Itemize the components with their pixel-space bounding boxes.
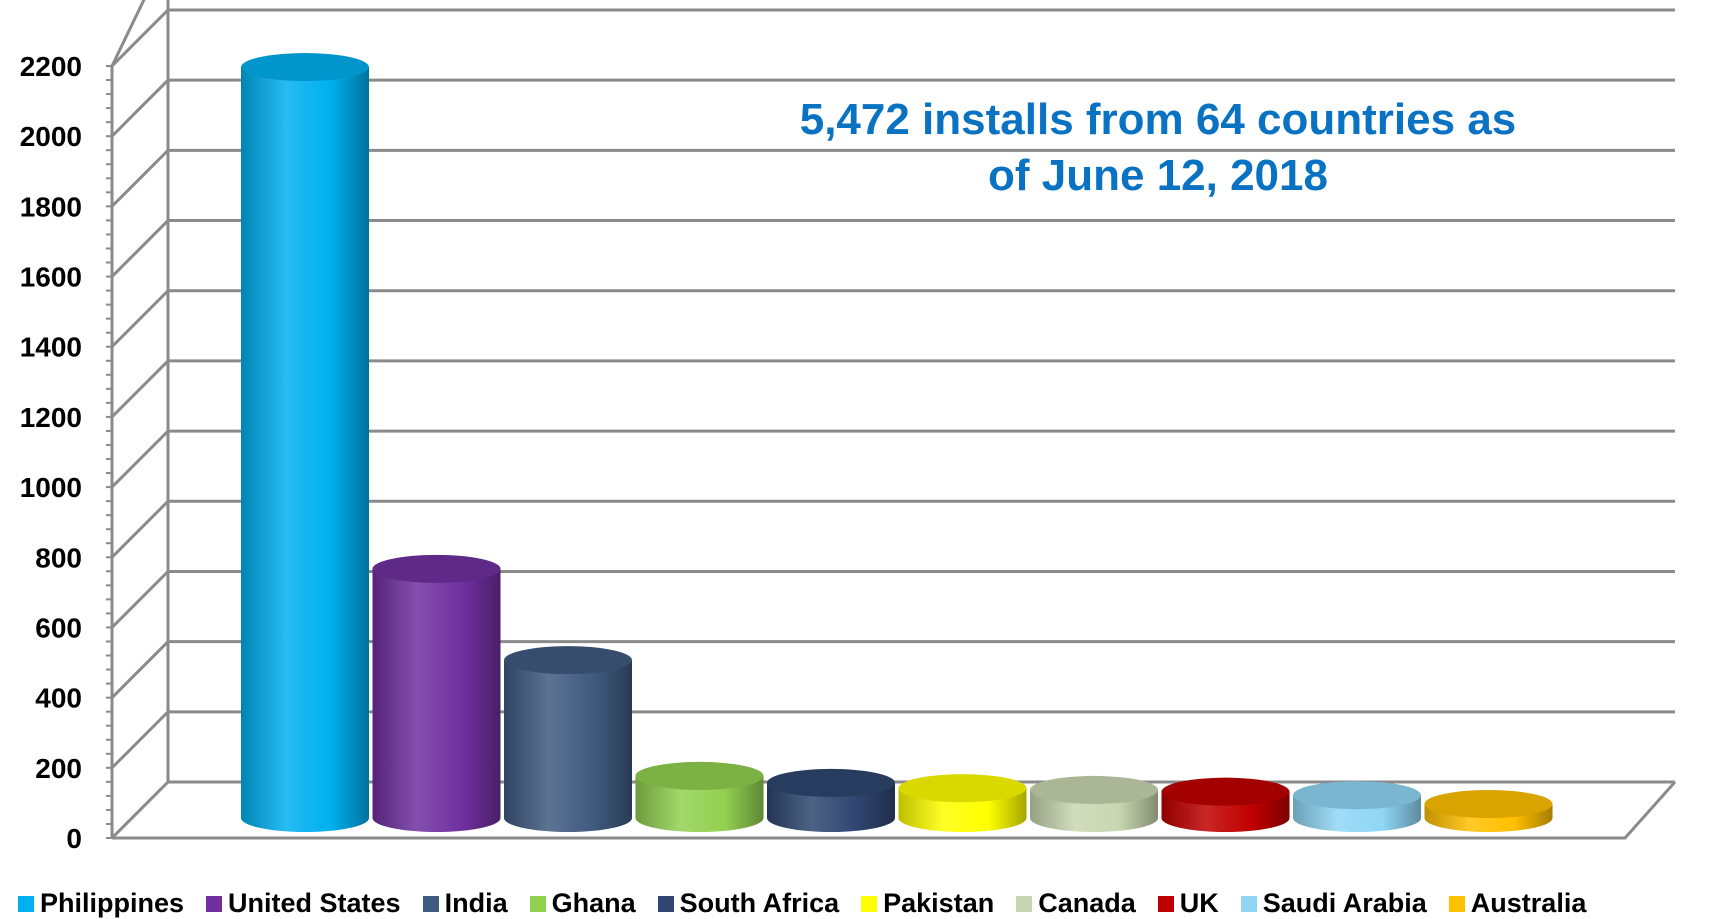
chart-legend: Philippines United States India Ghana South … xyxy=(18,888,1608,919)
bar-south-africa xyxy=(767,768,895,832)
bar-pakistan xyxy=(898,774,1027,832)
y-tick-label: 0 xyxy=(66,823,82,854)
bar-top xyxy=(1161,777,1290,806)
legend-swatch xyxy=(1240,895,1257,912)
bar-top xyxy=(372,554,501,583)
annotation-line-1: 5,472 installs from 64 countries as xyxy=(800,95,1517,144)
bar-body xyxy=(504,660,632,832)
y-tick-label: 200 xyxy=(35,753,82,784)
legend-item: Australia xyxy=(1448,888,1587,919)
bar-top xyxy=(1030,775,1158,804)
legend-label: Saudi Arabia xyxy=(1262,888,1427,918)
legend-label: Philippines xyxy=(40,888,185,918)
legend-item: UK xyxy=(1157,888,1219,919)
y-tick-label: 1600 xyxy=(20,262,82,293)
legend-swatch xyxy=(861,895,878,912)
y-tick-label: 2000 xyxy=(20,121,82,152)
legend-label: UK xyxy=(1179,888,1219,918)
bar-body xyxy=(241,67,369,832)
bar-top xyxy=(504,646,632,675)
y-axis-tick-labels: 0 200 400 600 800 1000 1200 1400 1600 1800 2000 220… xyxy=(20,51,82,854)
bar-australia xyxy=(1424,789,1553,832)
bar-top xyxy=(241,53,369,82)
bar-top xyxy=(898,774,1027,803)
y-tick-label: 1200 xyxy=(20,402,82,433)
legend-item: Ghana xyxy=(529,888,636,919)
grid-layer xyxy=(106,0,1677,840)
legend-item: India xyxy=(422,888,508,919)
legend-label: Canada xyxy=(1038,888,1136,918)
y-tick-label: 1800 xyxy=(20,191,82,222)
legend-label: Australia xyxy=(1470,888,1587,918)
legend-label: United States xyxy=(228,888,401,918)
bar-saudi-arabia xyxy=(1293,781,1421,832)
legend-swatch xyxy=(1448,895,1465,912)
legend-item: Philippines xyxy=(18,888,184,919)
y-tick-label: 400 xyxy=(35,683,82,714)
bar-top xyxy=(635,761,764,790)
left-wall-top xyxy=(110,0,146,67)
bar-body xyxy=(635,775,764,832)
bar-philippines xyxy=(241,53,369,832)
legend-item: Saudi Arabia xyxy=(1240,888,1427,919)
legend-label: Ghana xyxy=(551,888,636,918)
legend-swatch xyxy=(1016,895,1033,912)
bar-canada xyxy=(1030,775,1158,832)
bar-top xyxy=(1424,789,1553,818)
legend-swatch xyxy=(1157,895,1174,912)
bar-india xyxy=(504,646,632,832)
y-tick-label: 600 xyxy=(35,612,82,643)
bar-body xyxy=(372,568,501,832)
y-tick-label: 1000 xyxy=(20,472,82,503)
legend-swatch xyxy=(657,895,674,912)
y-tick-label: 2200 xyxy=(20,51,82,82)
legend-label: Pakistan xyxy=(883,888,995,918)
legend-label: India xyxy=(444,888,508,918)
legend-swatch xyxy=(18,895,34,912)
legend-item: Pakistan xyxy=(861,888,994,919)
legend-item: South Africa xyxy=(657,888,840,919)
legend-swatch xyxy=(422,895,439,912)
bar-top xyxy=(1293,781,1421,810)
bar-body xyxy=(767,782,895,832)
bar-uk xyxy=(1161,777,1290,832)
legend-swatch xyxy=(206,895,223,912)
bar-ghana xyxy=(635,761,764,832)
legend-swatch xyxy=(529,895,546,912)
y-tick-label: 1400 xyxy=(20,332,82,363)
legend-label: South Africa xyxy=(679,888,840,918)
bar-top xyxy=(767,768,895,797)
bar-layer xyxy=(241,53,1553,832)
bar-united-states xyxy=(372,554,501,832)
legend-item: United States xyxy=(206,888,401,919)
annotation-line-2: of June 12, 2018 xyxy=(988,151,1328,200)
legend-item: Canada xyxy=(1016,888,1136,919)
y-tick-label: 800 xyxy=(35,542,82,573)
floor-edge xyxy=(112,781,1677,840)
